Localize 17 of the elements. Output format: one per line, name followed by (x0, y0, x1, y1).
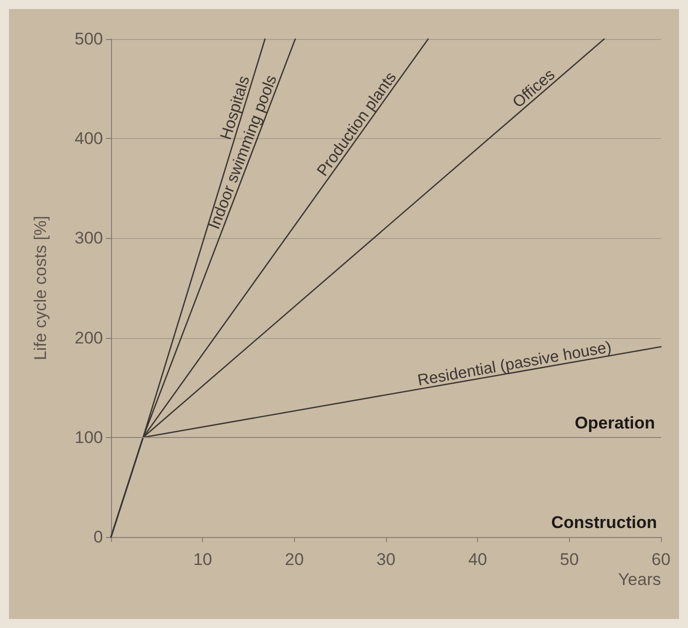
x-axis-title: Years (618, 570, 661, 589)
text: Residential (passive house) (416, 339, 613, 390)
y-tick-label: 100 (74, 428, 103, 447)
x-tick-label: 20 (284, 550, 304, 569)
x-tick-label: 10 (193, 550, 212, 569)
annotation: Construction (551, 513, 657, 532)
x-tick-label: 60 (652, 550, 670, 569)
x-tick-label: 30 (376, 550, 396, 569)
x-tick-label: 40 (468, 550, 488, 569)
x-tick-label: 50 (560, 550, 579, 569)
y-tick-label: 200 (74, 328, 103, 348)
ref-line-label: Operation (574, 413, 655, 432)
y-axis-title: Life cycle costs [%] (31, 216, 50, 360)
y-tick-label: 400 (74, 129, 103, 148)
y-tick-label: 0 (94, 528, 103, 546)
y-tick-label: 300 (74, 228, 103, 248)
y-tick-label: 500 (74, 30, 103, 48)
